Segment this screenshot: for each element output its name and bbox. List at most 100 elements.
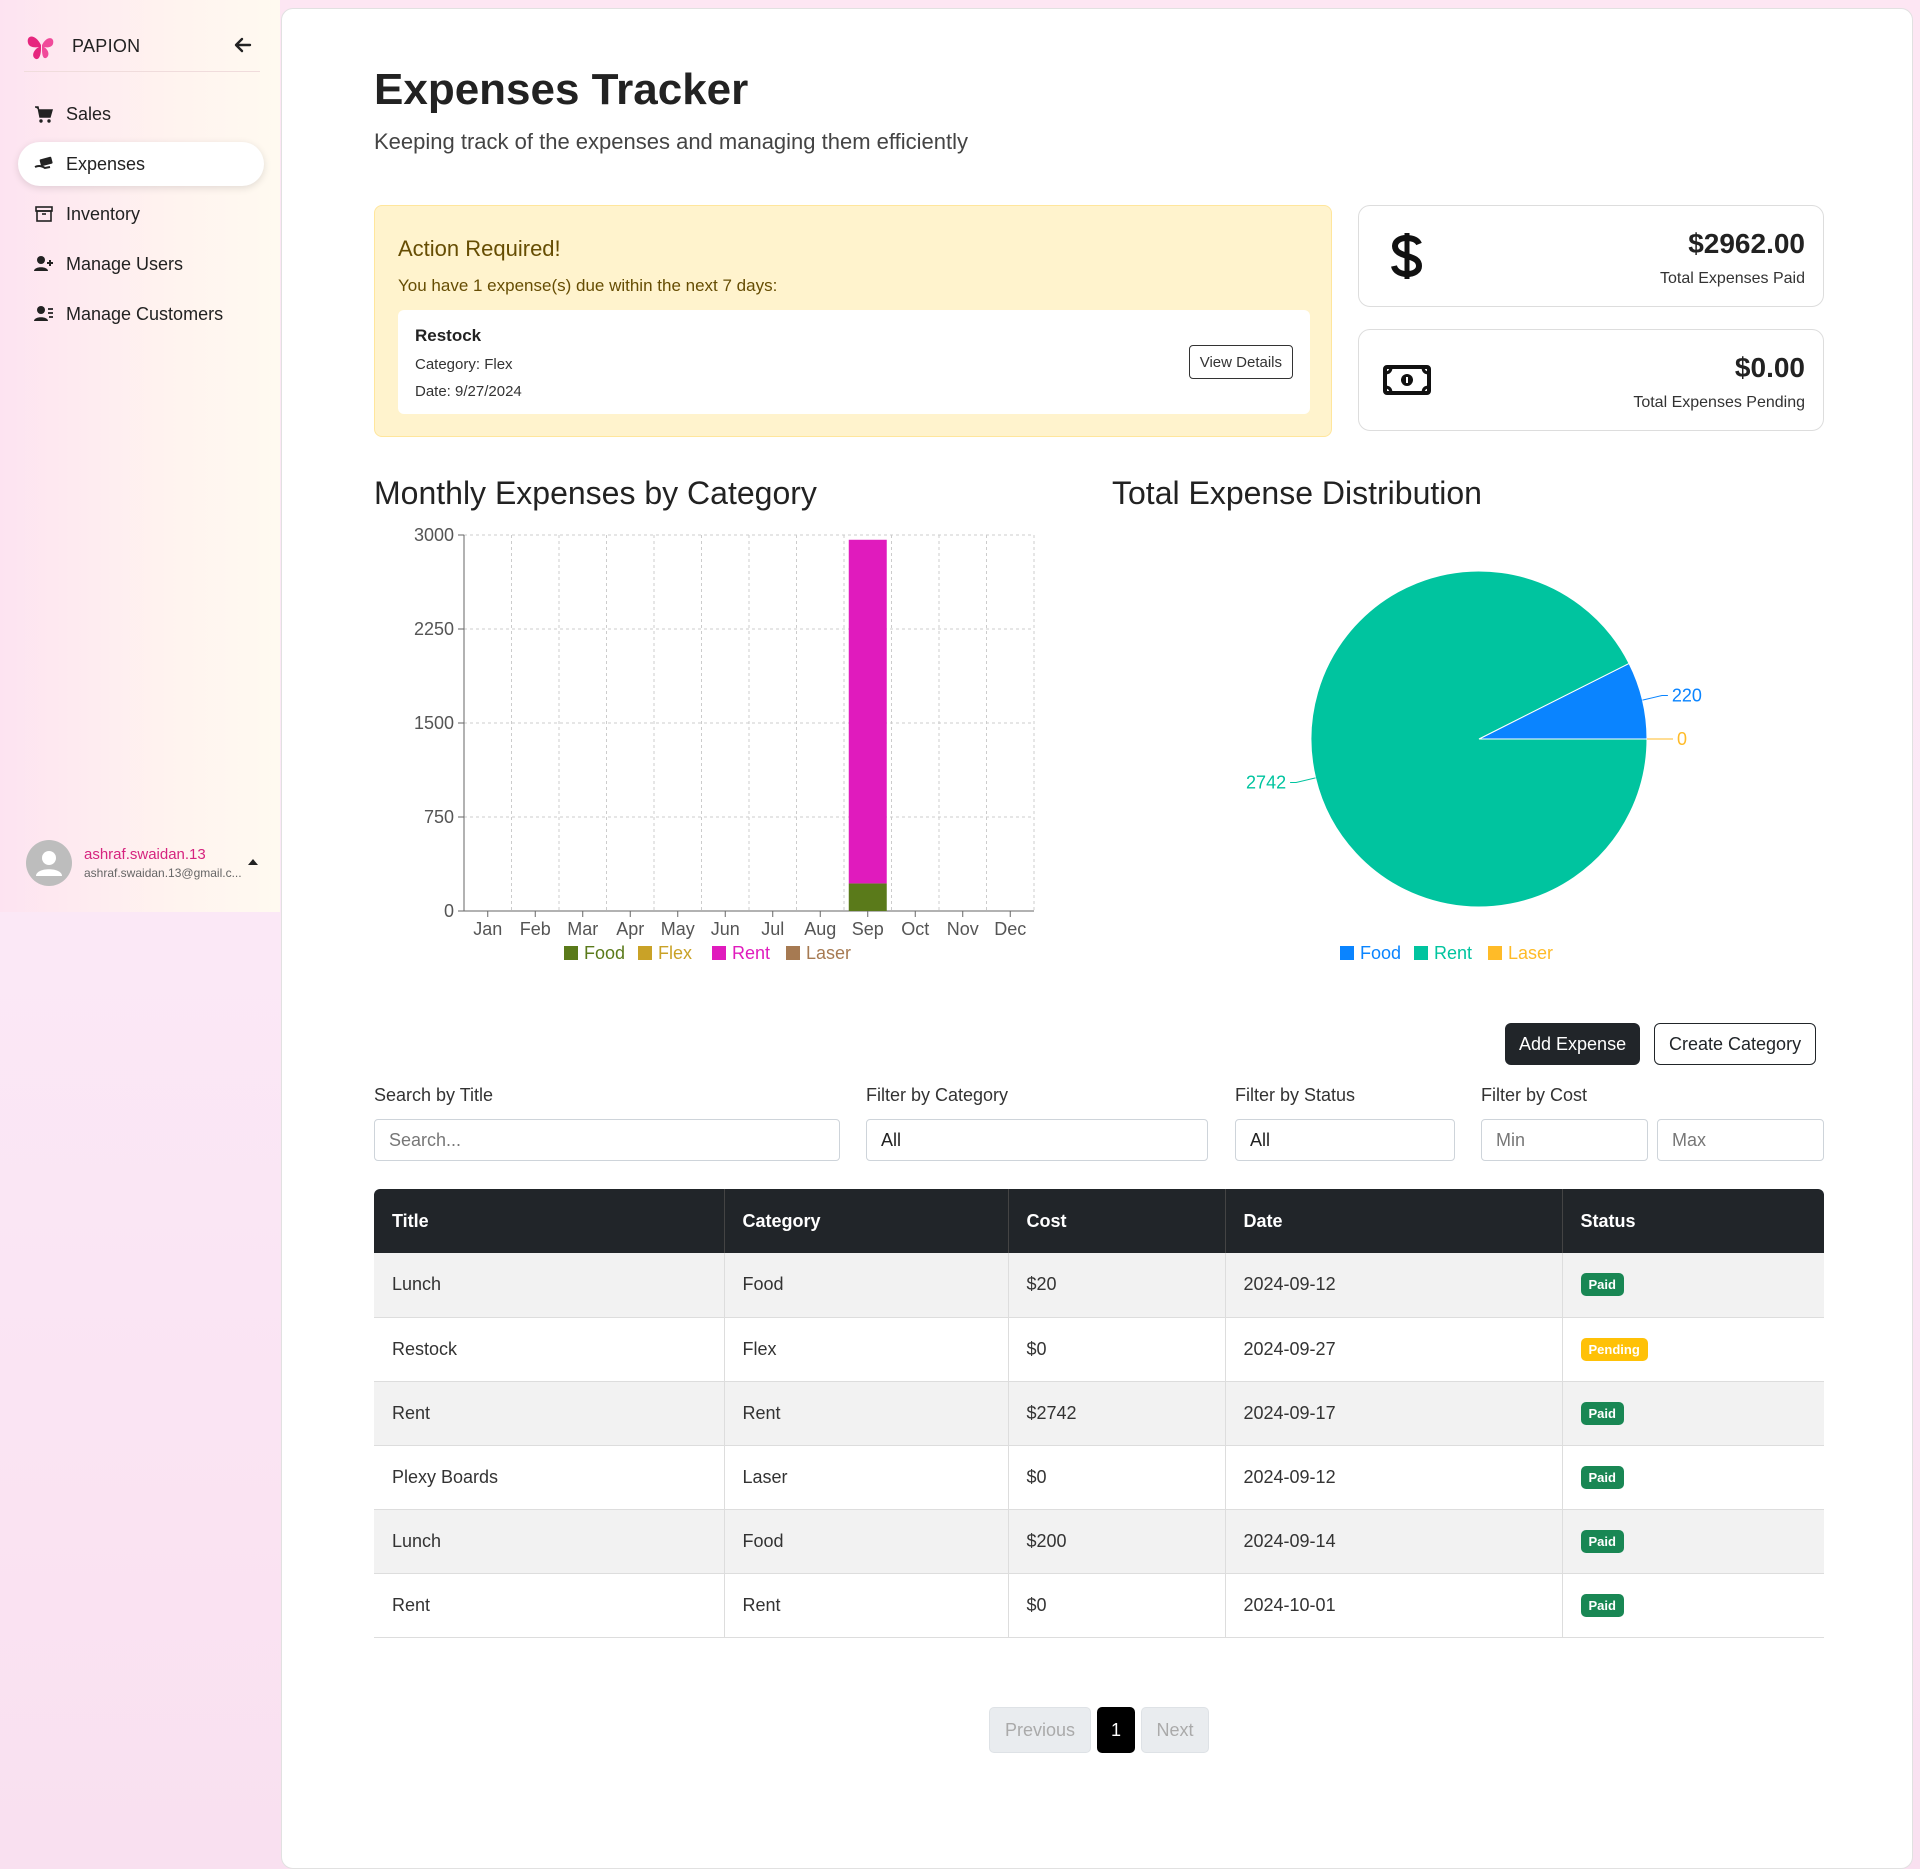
column-header-cost[interactable]: Cost <box>1008 1189 1226 1253</box>
user-email: ashraf.swaidan.13@gmail.c... <box>84 866 242 880</box>
sidebar-item-manage-users[interactable]: Manage Users <box>18 242 264 286</box>
cell-date: 2024-09-12 <box>1225 1253 1563 1318</box>
legend-swatch-laser <box>786 946 800 960</box>
category-filter-label: Filter by Category <box>866 1085 1009 1105</box>
category-filter-select[interactable]: All <box>866 1119 1208 1161</box>
search-input[interactable] <box>374 1119 840 1161</box>
column-header-title[interactable]: Title <box>374 1189 725 1253</box>
y-tick-label: 1500 <box>414 713 454 733</box>
pie-chart-svg: 220 2742 0 Food Rent Laser <box>1246 570 1702 963</box>
previous-page-button[interactable]: Previous <box>989 1707 1091 1753</box>
cell-category: Food <box>724 1253 1009 1318</box>
bar-food <box>848 883 887 911</box>
next-page-button[interactable]: Next <box>1141 1707 1209 1753</box>
sidebar-nav: Sales Expenses Inventory Manage Users Ma… <box>18 92 264 342</box>
sidebar-item-label: Manage Users <box>66 253 184 274</box>
legend-label-laser: Laser <box>1508 943 1553 963</box>
due-expense-title: Restock <box>415 326 482 345</box>
due-expense-category: Category: Flex <box>415 356 513 373</box>
alert-text: You have 1 expense(s) due within the nex… <box>398 276 778 295</box>
brand: PAPION <box>24 22 260 72</box>
user-plus-icon <box>34 254 54 274</box>
max-cost-input[interactable] <box>1657 1119 1824 1161</box>
user-list-icon <box>34 304 54 324</box>
table-row[interactable]: Rent Rent $0 2024-10-01 Paid <box>374 1573 1824 1638</box>
sidebar-item-manage-customers[interactable]: Manage Customers <box>18 292 264 336</box>
view-details-button[interactable]: View Details <box>1188 345 1293 379</box>
cell-title: Plexy Boards <box>374 1445 725 1510</box>
x-tick-label: Jul <box>761 919 784 939</box>
expense-distribution-pie-chart: 220 2742 0 Food Rent Laser <box>1112 519 1824 984</box>
create-category-button[interactable]: Create Category <box>1654 1023 1817 1065</box>
column-header-category[interactable]: Category <box>724 1189 1009 1253</box>
legend-label-flex: Flex <box>658 943 692 963</box>
status-badge: Paid <box>1580 1273 1624 1297</box>
cell-cost: $0 <box>1008 1445 1226 1510</box>
add-expense-button[interactable]: Add Expense <box>1505 1023 1641 1065</box>
pie-label-line <box>1290 777 1316 783</box>
expenses-table: Title Category Cost Date Status Lunch Fo… <box>374 1189 1824 1638</box>
status-badge: Paid <box>1580 1529 1624 1553</box>
sidebar-item-inventory[interactable]: Inventory <box>18 192 264 236</box>
cell-title: Rent <box>374 1573 725 1638</box>
sidebar-item-expenses[interactable]: Expenses <box>18 142 264 186</box>
cell-date: 2024-09-14 <box>1225 1509 1563 1574</box>
archive-icon <box>34 204 54 224</box>
cost-filter-label: Filter by Cost <box>1481 1085 1588 1105</box>
y-tick-label: 2250 <box>414 619 454 639</box>
user-menu[interactable]: ashraf.swaidan.13 ashraf.swaidan.13@gmai… <box>26 838 266 888</box>
money-bill-icon <box>1379 352 1435 408</box>
cell-cost: $0 <box>1008 1573 1226 1638</box>
total-paid-label: Total Expenses Paid <box>1660 270 1805 287</box>
pie-label-line <box>1642 695 1668 701</box>
legend-swatch-food <box>564 946 578 960</box>
search-label: Search by Title <box>374 1085 494 1105</box>
alert-title: Action Required! <box>398 236 561 261</box>
table-row[interactable]: Plexy Boards Laser $0 2024-09-12 Paid <box>374 1445 1824 1510</box>
x-tick-label: Jun <box>711 919 740 939</box>
sidebar: PAPION Sales Expenses Inventory <box>0 0 280 912</box>
y-tick-label: 0 <box>444 901 454 921</box>
money-hand-icon <box>34 154 54 174</box>
min-cost-input[interactable] <box>1481 1119 1648 1161</box>
cell-title: Restock <box>374 1317 725 1382</box>
cell-category: Rent <box>724 1573 1009 1638</box>
collapse-sidebar-button[interactable] <box>228 30 258 60</box>
legend-label-rent: Rent <box>1434 943 1472 963</box>
table-row[interactable]: Restock Flex $0 2024-09-27 Pending <box>374 1317 1824 1382</box>
page-title: Expenses Tracker <box>374 65 749 114</box>
bar-rent <box>848 539 887 884</box>
column-header-date[interactable]: Date <box>1225 1189 1563 1253</box>
column-header-status[interactable]: Status <box>1562 1189 1824 1253</box>
table-row[interactable]: Lunch Food $200 2024-09-14 Paid <box>374 1509 1824 1574</box>
sidebar-item-sales[interactable]: Sales <box>18 92 264 136</box>
pagination: Previous 1 Next <box>989 1707 1209 1753</box>
total-paid-value: $2962.00 <box>1688 228 1805 259</box>
cell-title: Lunch <box>374 1509 725 1574</box>
page-subtitle: Keeping track of the expenses and managi… <box>374 129 968 154</box>
pie-slice-rent <box>1310 570 1648 908</box>
category-filter-value: All <box>881 1129 902 1150</box>
x-tick-label: Feb <box>520 919 551 939</box>
monthly-expenses-bar-chart: 0 750 1500 2250 3000 Jan Feb Mar Apr May Jun Jul Aug… <box>374 519 1054 984</box>
x-tick-label: Aug <box>804 919 836 939</box>
cell-cost: $2742 <box>1008 1381 1226 1446</box>
table-row[interactable]: Rent Rent $2742 2024-09-17 Paid <box>374 1381 1824 1446</box>
x-tick-label: Sep <box>852 919 884 939</box>
status-filter-label: Filter by Status <box>1235 1085 1356 1105</box>
arrow-left-icon <box>234 37 252 53</box>
y-tick-label: 750 <box>424 807 454 827</box>
x-tick-label: Jan <box>473 919 502 939</box>
table-row[interactable]: Lunch Food $20 2024-09-12 Paid <box>374 1253 1824 1318</box>
page-1-button[interactable]: 1 <box>1097 1707 1135 1753</box>
cell-category: Flex <box>724 1317 1009 1382</box>
caret-up-icon[interactable] <box>248 858 258 866</box>
action-required-alert: Action Required! You have 1 expense(s) d… <box>374 205 1332 437</box>
x-tick-label: Dec <box>994 919 1026 939</box>
table-header-row: Title Category Cost Date Status <box>374 1189 1824 1253</box>
status-filter-select[interactable]: All <box>1235 1119 1455 1161</box>
legend-swatch-rent <box>712 946 726 960</box>
main-content: Expenses Tracker Keeping track of the ex… <box>281 8 1913 1869</box>
pie-value-label: 0 <box>1677 729 1687 749</box>
cell-title: Lunch <box>374 1253 725 1318</box>
